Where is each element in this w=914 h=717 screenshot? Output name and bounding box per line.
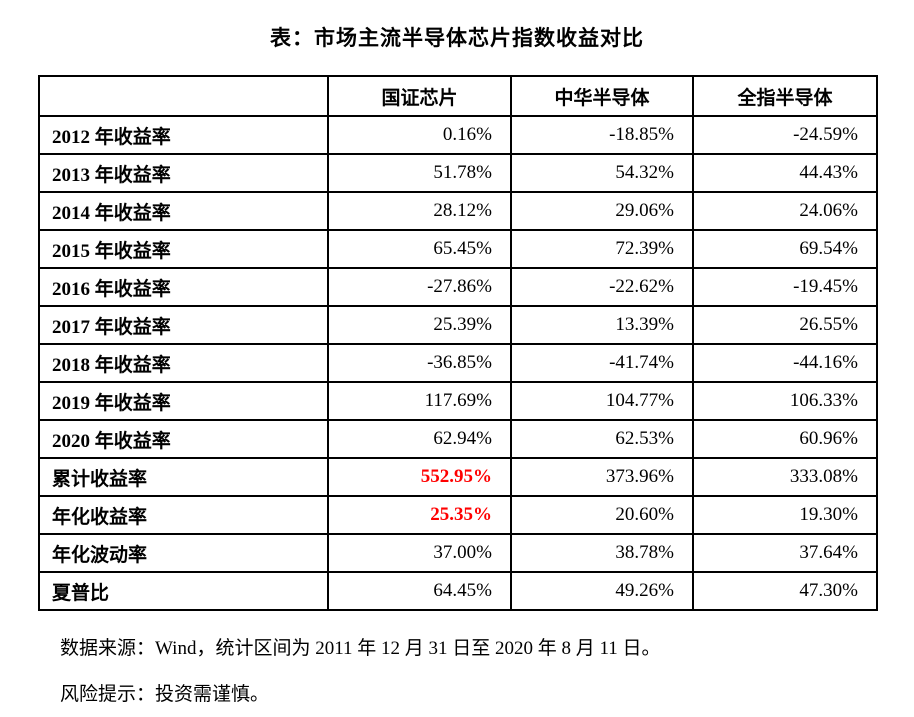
value-cell: 333.08%	[692, 457, 878, 497]
page-title: 表：市场主流半导体芯片指数收益对比	[270, 26, 644, 50]
table-row: 2017 年收益率 25.39% 13.39% 26.55%	[38, 305, 878, 345]
row-label: 累计收益率	[38, 457, 329, 497]
value-cell: 38.78%	[510, 533, 694, 573]
returns-table: 国证芯片 中华半导体 全指半导体 2012 年收益率 0.16% -18.85% -2…	[38, 75, 878, 611]
header-zhonghua-semiconductor: 中华半导体	[510, 75, 694, 117]
data-source-note: 数据来源：Wind，统计区间为 2011 年 12 月 31 日至 2020 年…	[60, 638, 661, 659]
value-cell: 552.95%	[327, 457, 512, 497]
value-cell: -27.86%	[327, 267, 512, 307]
value-cell: 44.43%	[692, 153, 878, 193]
row-label: 2012 年收益率	[38, 115, 329, 155]
value-cell: 64.45%	[327, 571, 512, 611]
value-cell: 29.06%	[510, 191, 694, 231]
row-label: 2013 年收益率	[38, 153, 329, 193]
row-label: 2016 年收益率	[38, 267, 329, 307]
row-label: 2018 年收益率	[38, 343, 329, 383]
value-cell: -19.45%	[692, 267, 878, 307]
table-row: 2019 年收益率 117.69% 104.77% 106.33%	[38, 381, 878, 421]
row-label: 2019 年收益率	[38, 381, 329, 421]
value-cell: 24.06%	[692, 191, 878, 231]
row-label: 夏普比	[38, 571, 329, 611]
value-cell: 51.78%	[327, 153, 512, 193]
table-row: 年化波动率 37.00% 38.78% 37.64%	[38, 533, 878, 573]
value-cell: 62.94%	[327, 419, 512, 459]
table-row: 2014 年收益率 28.12% 29.06% 24.06%	[38, 191, 878, 231]
value-cell: 72.39%	[510, 229, 694, 269]
value-cell: 25.39%	[327, 305, 512, 345]
table-row: 2012 年收益率 0.16% -18.85% -24.59%	[38, 115, 878, 155]
value-cell: 117.69%	[327, 381, 512, 421]
value-cell: -18.85%	[510, 115, 694, 155]
value-cell: -44.16%	[692, 343, 878, 383]
value-cell: 49.26%	[510, 571, 694, 611]
header-quanzhi-semiconductor: 全指半导体	[692, 75, 878, 117]
value-cell: 62.53%	[510, 419, 694, 459]
table-row: 年化收益率 25.35% 20.60% 19.30%	[38, 495, 878, 535]
row-label: 2017 年收益率	[38, 305, 329, 345]
value-cell: 28.12%	[327, 191, 512, 231]
value-cell: 104.77%	[510, 381, 694, 421]
value-cell: 69.54%	[692, 229, 878, 269]
value-cell: 106.33%	[692, 381, 878, 421]
table-row: 2015 年收益率 65.45% 72.39% 69.54%	[38, 229, 878, 269]
value-cell: 26.55%	[692, 305, 878, 345]
value-cell: 54.32%	[510, 153, 694, 193]
table-row: 累计收益率 552.95% 373.96% 333.08%	[38, 457, 878, 497]
value-cell: 25.35%	[327, 495, 512, 535]
table-row: 夏普比 64.45% 49.26% 47.30%	[38, 571, 878, 611]
value-cell: -41.74%	[510, 343, 694, 383]
value-cell: 0.16%	[327, 115, 512, 155]
table-row: 2016 年收益率 -27.86% -22.62% -19.45%	[38, 267, 878, 307]
risk-warning-note: 风险提示：投资需谨慎。	[60, 684, 270, 705]
row-label: 年化波动率	[38, 533, 329, 573]
table-row: 2018 年收益率 -36.85% -41.74% -44.16%	[38, 343, 878, 383]
table-row: 2013 年收益率 51.78% 54.32% 44.43%	[38, 153, 878, 193]
value-cell: 373.96%	[510, 457, 694, 497]
value-cell: 37.64%	[692, 533, 878, 573]
row-label: 2014 年收益率	[38, 191, 329, 231]
value-cell: 37.00%	[327, 533, 512, 573]
value-cell: 19.30%	[692, 495, 878, 535]
value-cell: 60.96%	[692, 419, 878, 459]
returns-table-body: 2012 年收益率 0.16% -18.85% -24.59% 2013 年收益率 51.…	[38, 115, 878, 611]
value-cell: 65.45%	[327, 229, 512, 269]
value-cell: 13.39%	[510, 305, 694, 345]
value-cell: -24.59%	[692, 115, 878, 155]
header-empty-cell	[38, 75, 329, 117]
row-label: 2020 年收益率	[38, 419, 329, 459]
value-cell: 20.60%	[510, 495, 694, 535]
header-row: 国证芯片 中华半导体 全指半导体	[38, 75, 878, 117]
header-guozheng-chip: 国证芯片	[327, 75, 512, 117]
row-label: 2015 年收益率	[38, 229, 329, 269]
value-cell: -36.85%	[327, 343, 512, 383]
table-row: 2020 年收益率 62.94% 62.53% 60.96%	[38, 419, 878, 459]
value-cell: -22.62%	[510, 267, 694, 307]
row-label: 年化收益率	[38, 495, 329, 535]
value-cell: 47.30%	[692, 571, 878, 611]
